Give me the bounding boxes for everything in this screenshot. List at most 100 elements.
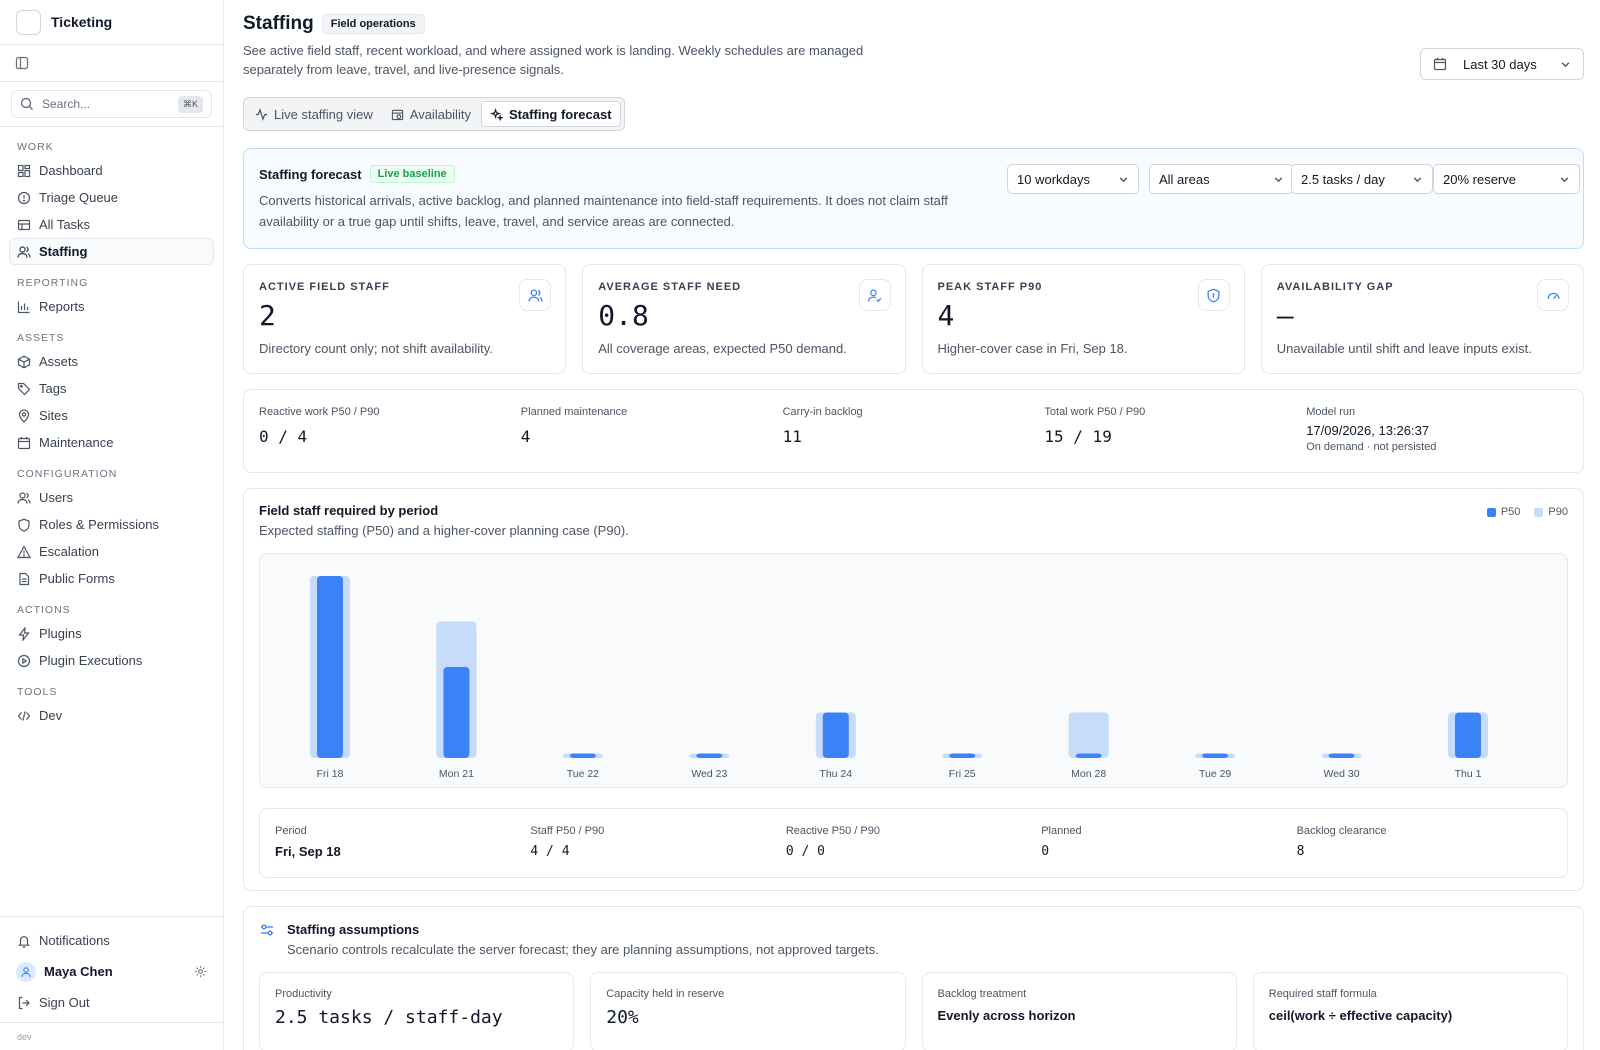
tab-label: Staffing forecast (508, 106, 612, 122)
stat-label: Reactive work P50 / P90 (259, 406, 380, 418)
stat-planned-maintenance: Planned maintenance 4 (521, 406, 783, 456)
tab-label: Live staffing view (274, 106, 373, 122)
sidebar-item-label: Reports (39, 299, 85, 314)
detail-period: Period Fri, Sep 18 (275, 825, 530, 861)
gear-icon[interactable] (194, 965, 207, 978)
sidebar: Ticketing Search... ⌘K Work Dashboard Tr… (0, 0, 224, 1050)
stat-carry-in-backlog: Carry-in backlog 11 (783, 406, 1045, 456)
warning-icon (17, 544, 31, 558)
kpi-label: Peak staff P90 (937, 281, 1043, 293)
kpi-value: 2 (259, 299, 276, 332)
bar-p90-6[interactable] (1068, 712, 1109, 759)
sidebar-item-users[interactable]: Users (9, 484, 214, 511)
detail-planned: Planned 0 (1041, 825, 1296, 861)
sign-out-button[interactable]: Sign Out (9, 987, 214, 1018)
tab-availability[interactable]: Availability (383, 101, 479, 127)
forecast-controls: 10 workdays All areas 2.5 tasks / day 20… (1007, 164, 1580, 194)
user-profile[interactable]: Maya Chen (9, 956, 214, 987)
sidebar-item-triage-queue[interactable]: Triage Queue (9, 184, 214, 211)
bar-p50-9[interactable] (1455, 712, 1481, 759)
sidebar-item-dev[interactable]: Dev (9, 702, 214, 729)
bell-icon (18, 935, 30, 948)
sidebar-item-staffing[interactable]: Staffing (9, 238, 214, 265)
nav-section-assets: Assets (17, 332, 65, 344)
sidebar-item-label: Staffing (39, 244, 88, 259)
nav-section-work: Work (17, 141, 54, 153)
sidebar-item-plugin-executions[interactable]: Plugin Executions (9, 647, 214, 674)
sidebar-footer: Notifications Maya Chen Sign Out (0, 916, 223, 1022)
assumption-productivity: Productivity 2.5 tasks / staff-day (259, 972, 575, 1050)
bar-p50-0[interactable] (317, 576, 343, 758)
bar-chart-icon (17, 301, 30, 313)
search-icon (20, 97, 33, 110)
page-description: See active field staff, recent workload,… (243, 43, 864, 77)
workload-stats: Reactive work P50 / P90 0 / 4 Planned ma… (243, 389, 1584, 473)
sidebar-item-public-forms[interactable]: Public Forms (9, 565, 214, 592)
bar-p50-3[interactable] (696, 753, 723, 758)
horizon-select[interactable]: 10 workdays (1007, 164, 1139, 194)
assumptions-title: Staffing assumptions (287, 922, 420, 937)
main-content: Staffing Field operations See active fie… (224, 0, 1600, 1050)
x-tick-label: Tue 29 (1199, 768, 1231, 780)
productivity-select[interactable]: 2.5 tasks / day (1291, 164, 1433, 194)
bar-p50-1[interactable] (443, 667, 470, 758)
sidebar-item-reports[interactable]: Reports (9, 293, 214, 320)
reserve-select[interactable]: 20% reserve (1433, 164, 1580, 194)
bar-p50-8[interactable] (1328, 753, 1355, 758)
kpi-note: All coverage areas, expected P50 demand. (598, 341, 847, 356)
tab-live-staffing-view[interactable]: Live staffing view (247, 101, 381, 127)
search-input[interactable]: Search... ⌘K (11, 90, 212, 118)
sidebar-item-tags[interactable]: Tags (9, 375, 214, 402)
chevron-down-icon (1274, 176, 1283, 182)
sidebar-toggle[interactable] (0, 45, 223, 82)
user-name: Maya Chen (44, 964, 113, 979)
sidebar-item-dashboard[interactable]: Dashboard (9, 157, 214, 184)
sidebar-item-escalation[interactable]: Escalation (9, 538, 214, 565)
bar-p50-5[interactable] (949, 753, 976, 758)
area-select[interactable]: All areas (1149, 164, 1294, 194)
sidebar-item-plugins[interactable]: Plugins (9, 620, 214, 647)
zap-icon (18, 626, 30, 641)
sidebar-item-label: Plugins (39, 626, 82, 641)
kpi-value: — (1276, 299, 1294, 332)
detail-value: Fri, Sep 18 (275, 844, 341, 859)
alert-circle-icon (17, 191, 31, 204)
assumption-value: 2.5 tasks / staff-day (275, 1007, 503, 1028)
detail-label: Period (275, 825, 307, 837)
assumptions-subtitle: Scenario controls recalculate the server… (287, 942, 879, 957)
sidebar-item-roles-permissions[interactable]: Roles & Permissions (9, 511, 214, 538)
page-title: Staffing (243, 13, 314, 34)
stat-total-work: Total work P50 / P90 15 / 19 (1044, 406, 1306, 456)
date-range-select[interactable]: Last 30 days (1420, 48, 1584, 80)
legend-label: P50 (1500, 506, 1521, 518)
sidebar-item-maintenance[interactable]: Maintenance (9, 429, 214, 456)
kpi-average-staff-need: Average staff need 0.8 All coverage area… (582, 264, 906, 374)
x-tick-label: Thu 1 (1455, 768, 1482, 780)
period-detail: Period Fri, Sep 18 Staff P50 / P90 4 / 4… (259, 808, 1568, 878)
calendar-clock-icon (391, 109, 403, 120)
x-tick-label: Mon 21 (439, 768, 474, 780)
sidebar-item-assets[interactable]: Assets (9, 348, 214, 375)
sidebar-item-all-tasks[interactable]: All Tasks (9, 211, 214, 238)
kpi-cards: Active field staff 2 Directory count onl… (243, 264, 1584, 374)
assumption-label: Capacity held in reserve (606, 988, 725, 1000)
bar-p50-7[interactable] (1202, 753, 1229, 758)
live-baseline-badge: Live baseline (369, 165, 455, 183)
assumption-value: Evenly across horizon (937, 1008, 1076, 1023)
kpi-label: Availability gap (1276, 281, 1394, 293)
tab-staffing-forecast[interactable]: Staffing forecast (480, 101, 621, 127)
sidebar-item-label: All Tasks (39, 217, 91, 232)
stat-value: 15 / 19 (1044, 427, 1112, 446)
notifications-link[interactable]: Notifications (9, 925, 214, 956)
legend-swatch (1534, 507, 1544, 517)
app-logo[interactable] (16, 9, 41, 35)
bar-p50-6[interactable] (1075, 753, 1102, 758)
kpi-availability-gap: Availability gap — Unavailable until shi… (1260, 264, 1584, 374)
detail-reactive: Reactive P50 / P90 0 / 0 (786, 825, 1041, 861)
play-circle-icon (17, 654, 31, 667)
detail-staff: Staff P50 / P90 4 / 4 (530, 825, 785, 861)
x-tick-label: Mon 28 (1071, 768, 1106, 780)
bar-p50-2[interactable] (569, 753, 596, 758)
bar-p50-4[interactable] (822, 712, 849, 759)
sidebar-item-sites[interactable]: Sites (9, 402, 214, 429)
